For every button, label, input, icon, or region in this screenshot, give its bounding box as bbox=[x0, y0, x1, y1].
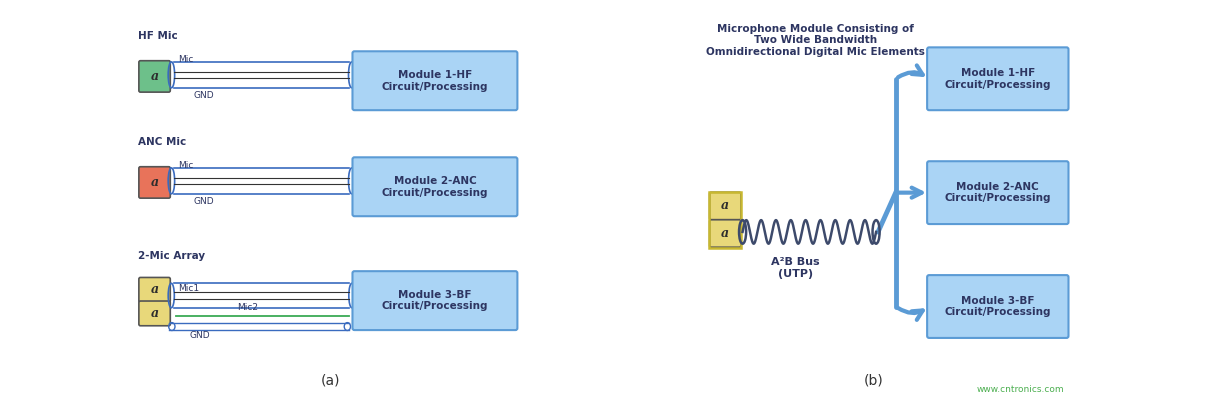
FancyBboxPatch shape bbox=[353, 157, 517, 216]
Text: Microphone Module Consisting of
Two Wide Bandwidth
Omnidirectional Digital Mic E: Microphone Module Consisting of Two Wide… bbox=[706, 24, 924, 57]
Text: Module 2-ANC
Circuit/Processing: Module 2-ANC Circuit/Processing bbox=[382, 176, 488, 198]
FancyBboxPatch shape bbox=[353, 271, 517, 330]
FancyBboxPatch shape bbox=[710, 220, 741, 247]
FancyBboxPatch shape bbox=[139, 61, 170, 92]
Text: Module 3-BF
Circuit/Processing: Module 3-BF Circuit/Processing bbox=[945, 296, 1051, 317]
Text: GND: GND bbox=[194, 91, 214, 100]
Text: Mic2: Mic2 bbox=[236, 303, 258, 312]
Text: (b): (b) bbox=[864, 373, 884, 387]
Text: a: a bbox=[151, 284, 159, 296]
FancyBboxPatch shape bbox=[927, 275, 1069, 338]
FancyBboxPatch shape bbox=[139, 301, 170, 326]
FancyBboxPatch shape bbox=[927, 161, 1069, 224]
Text: A²B Bus
(UTP): A²B Bus (UTP) bbox=[771, 257, 819, 279]
Text: a: a bbox=[151, 70, 159, 83]
Text: a: a bbox=[722, 227, 729, 240]
Text: Mic1: Mic1 bbox=[178, 284, 199, 293]
Text: (a): (a) bbox=[321, 373, 341, 387]
FancyBboxPatch shape bbox=[139, 277, 170, 302]
Text: GND: GND bbox=[189, 331, 210, 340]
Text: a: a bbox=[722, 199, 729, 213]
Text: Mic: Mic bbox=[178, 55, 193, 64]
Text: ANC Mic: ANC Mic bbox=[137, 138, 186, 148]
Text: a: a bbox=[151, 307, 159, 320]
FancyBboxPatch shape bbox=[710, 192, 741, 220]
Text: Module 1-HF
Circuit/Processing: Module 1-HF Circuit/Processing bbox=[945, 68, 1051, 89]
Text: www.cntronics.com: www.cntronics.com bbox=[977, 385, 1064, 394]
Text: Module 2-ANC
Circuit/Processing: Module 2-ANC Circuit/Processing bbox=[945, 182, 1051, 203]
Text: 2-Mic Array: 2-Mic Array bbox=[137, 251, 205, 261]
Text: a: a bbox=[151, 176, 159, 189]
Text: Mic: Mic bbox=[178, 161, 193, 170]
Text: Module 3-BF
Circuit/Processing: Module 3-BF Circuit/Processing bbox=[382, 290, 488, 312]
FancyBboxPatch shape bbox=[927, 47, 1069, 110]
FancyBboxPatch shape bbox=[353, 51, 517, 110]
Text: HF Mic: HF Mic bbox=[137, 31, 177, 41]
Text: GND: GND bbox=[194, 197, 214, 207]
Text: Module 1-HF
Circuit/Processing: Module 1-HF Circuit/Processing bbox=[382, 70, 488, 91]
FancyBboxPatch shape bbox=[139, 167, 170, 198]
